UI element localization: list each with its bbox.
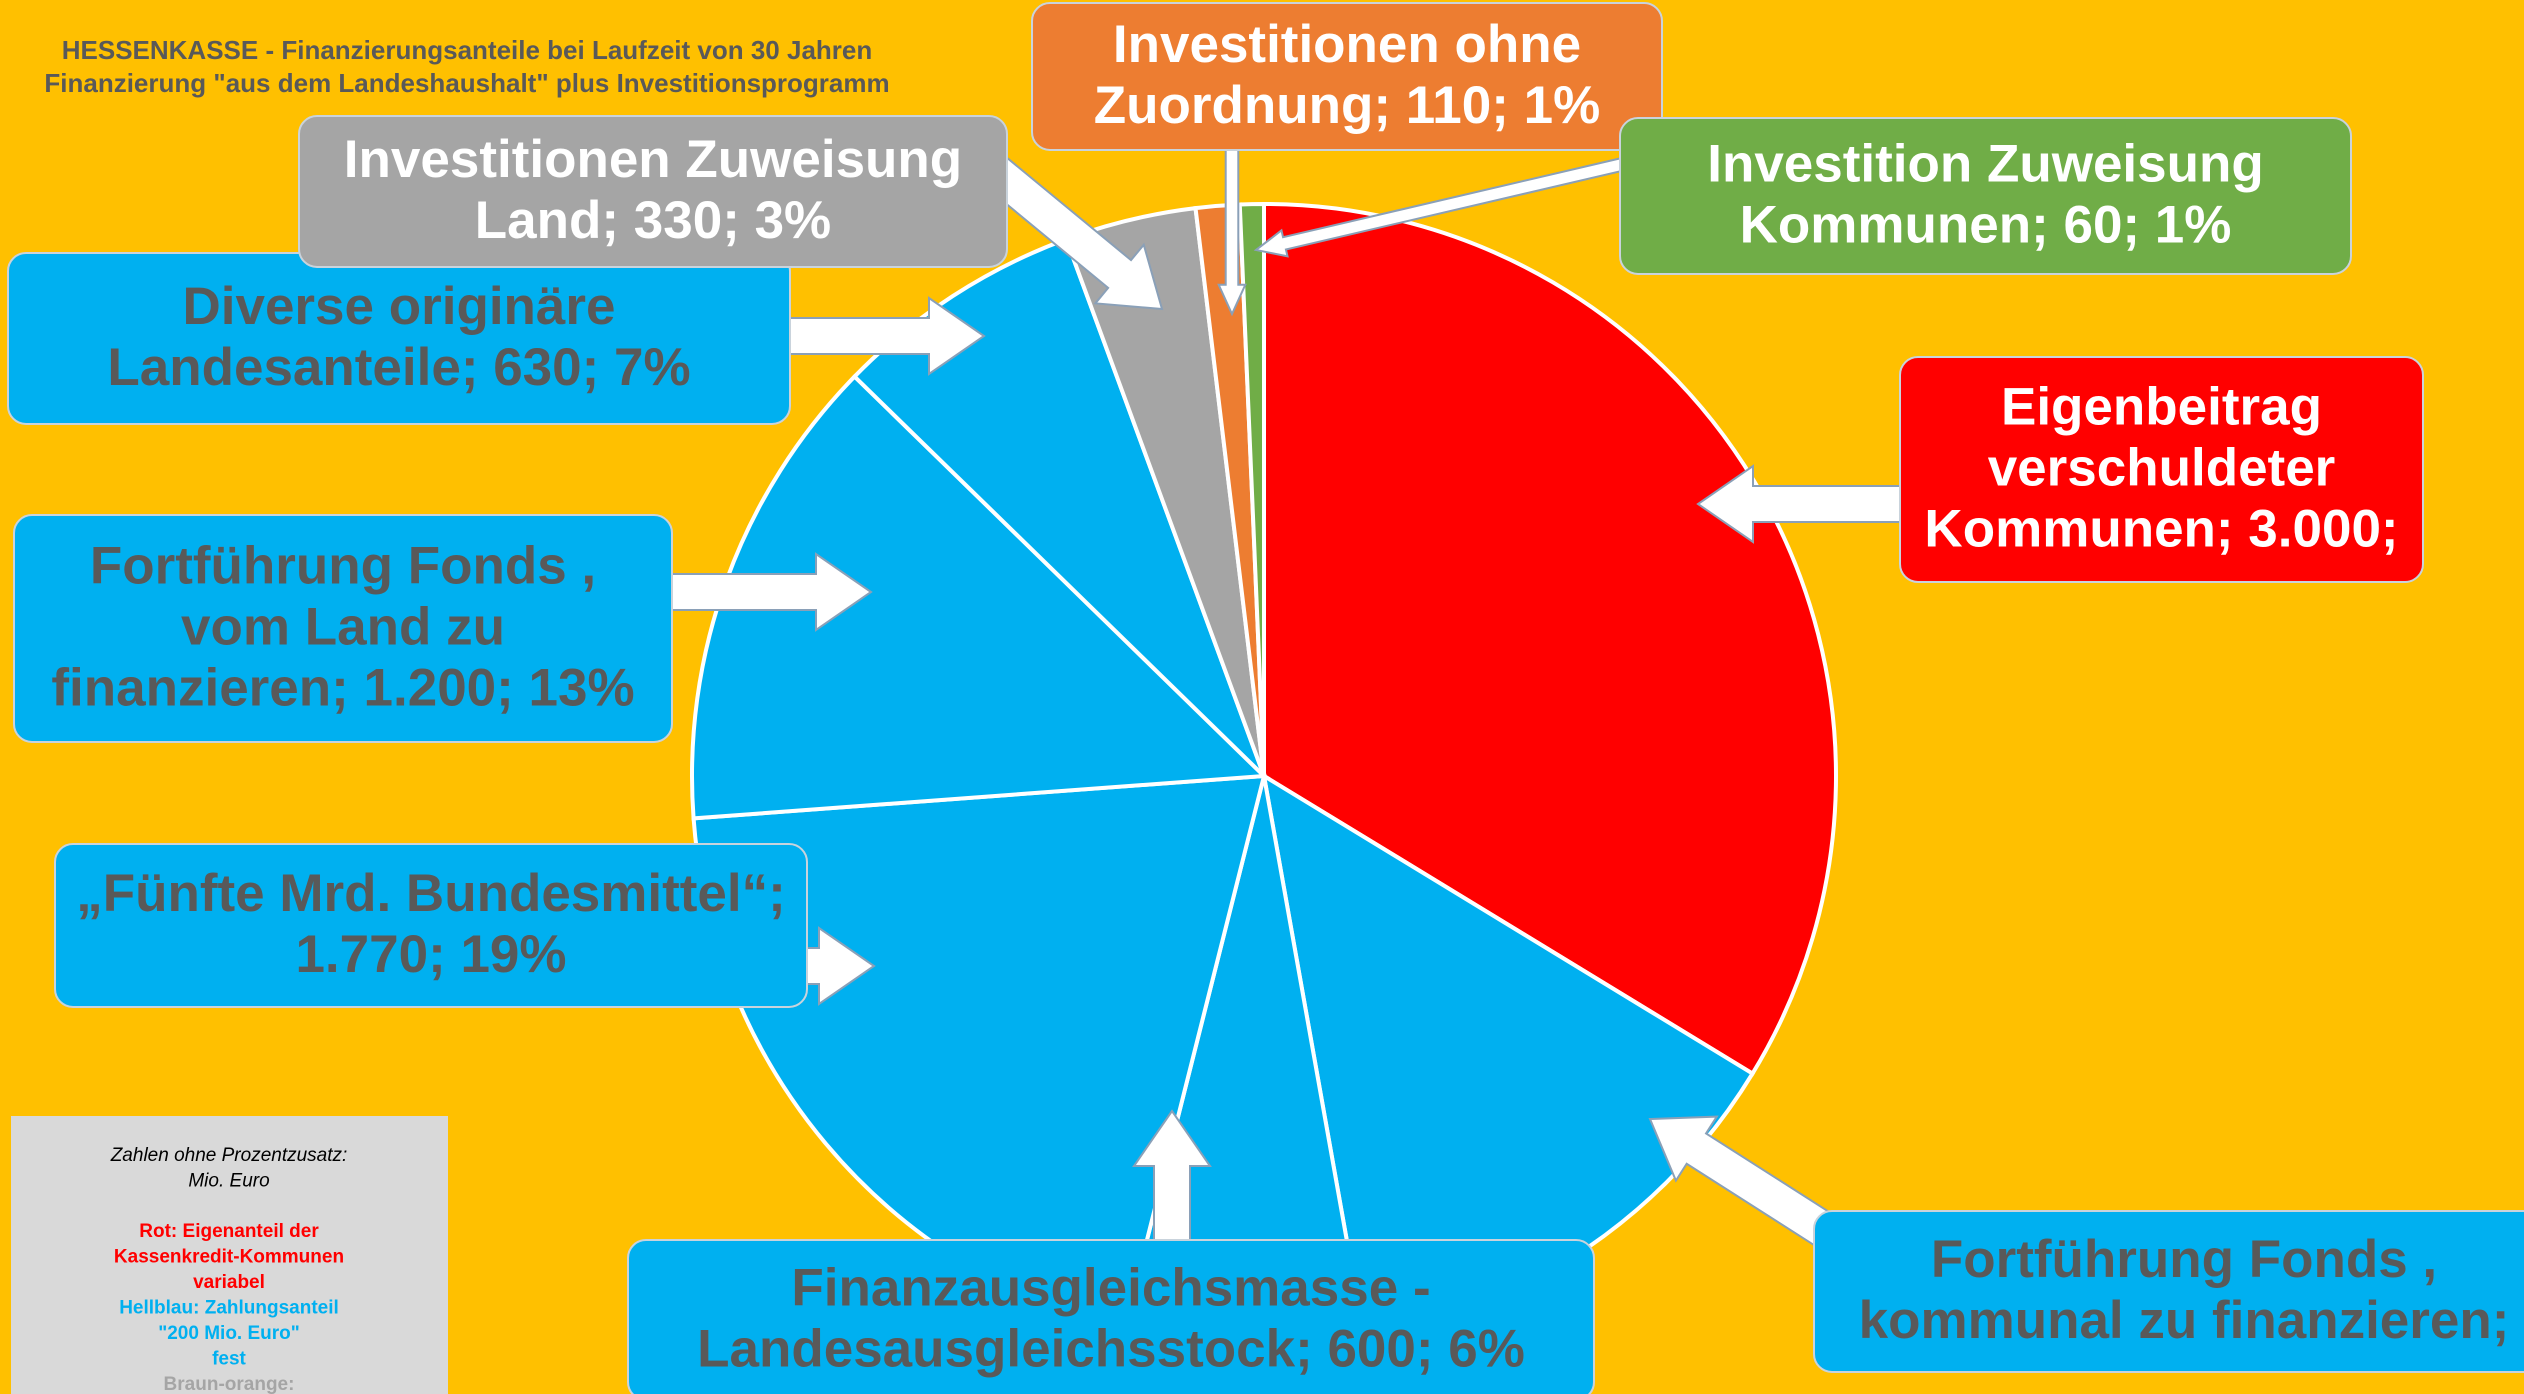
note-box bbox=[11, 1116, 448, 1394]
chart-title: Finanzierung "aus dem Landeshaushalt" pl… bbox=[44, 68, 889, 98]
data-label: finanzieren; 1.200; 13% bbox=[51, 659, 634, 718]
note-text: Zahlen ohne Prozentzusatz: bbox=[110, 1145, 348, 1166]
data-label: Kommunen; 60; 1% bbox=[1740, 196, 2232, 255]
label-box bbox=[1813, 1210, 2524, 1373]
arrow bbox=[662, 552, 873, 632]
data-label: Land; 330; 3% bbox=[475, 191, 831, 250]
note-text: Kassenkredit-Kommunen bbox=[114, 1247, 344, 1268]
title: HESSENKASSE - Finanzierungsanteile bei L… bbox=[44, 35, 889, 98]
data-label: Investition Zuweisung bbox=[1707, 135, 2264, 194]
data-label: Landesausgleichsstock; 600; 6% bbox=[697, 1320, 1525, 1379]
data-label: Kommunen; 3.000; bbox=[1924, 500, 2398, 559]
label-box bbox=[1031, 2, 1663, 151]
label-box bbox=[1619, 117, 2352, 275]
data-label: Finanzausgleichsmasse - bbox=[791, 1259, 1430, 1318]
data-label: Diverse originäre bbox=[182, 277, 615, 336]
chart-title: HESSENKASSE - Finanzierungsanteile bei L… bbox=[62, 35, 873, 65]
label-box bbox=[13, 514, 673, 743]
arrow bbox=[1217, 147, 1247, 317]
note-text: Mio. Euro bbox=[188, 1171, 269, 1192]
note-text: "200 Mio. Euro" bbox=[158, 1323, 300, 1344]
data-label: vom Land zu bbox=[181, 598, 505, 657]
data-label: Fortführung Fonds , bbox=[90, 537, 596, 596]
label-box bbox=[627, 1239, 1595, 1394]
label-box bbox=[1899, 356, 2424, 583]
arrow bbox=[972, 147, 1164, 311]
arrow bbox=[1648, 1115, 1839, 1249]
arrow bbox=[772, 296, 986, 376]
data-label: kommunal zu finanzieren; bbox=[1859, 1291, 2510, 1350]
data-label: Eigenbeitrag bbox=[2001, 378, 2322, 437]
data-label: Zuordnung; 110; 1% bbox=[1094, 76, 1600, 135]
pie-slice bbox=[851, 236, 1266, 778]
label-box bbox=[54, 843, 808, 1008]
note-text: fest bbox=[212, 1349, 246, 1370]
note-text: Braun-orange: bbox=[164, 1374, 295, 1394]
label-box bbox=[298, 115, 1008, 268]
note-text: variabel bbox=[193, 1272, 265, 1293]
arrow bbox=[1253, 148, 1661, 258]
arrows bbox=[662, 147, 1941, 1249]
data-label: Fortführung Fonds , bbox=[1931, 1230, 2437, 1289]
pie-slice bbox=[1237, 201, 1266, 777]
data-label: Investitionen ohne bbox=[1113, 15, 1581, 74]
notes: Zahlen ohne Prozentzusatz: Mio. Euro Rot: … bbox=[110, 1145, 348, 1394]
pie bbox=[690, 201, 1838, 1350]
data-label: 1.770; 19% bbox=[295, 925, 566, 984]
data-label: „Fünfte Mrd. Bundesmittel“; bbox=[76, 864, 786, 923]
data-label: Investitionen Zuweisung bbox=[344, 130, 962, 189]
arrow bbox=[1132, 1109, 1212, 1249]
note-text: Rot: Eigenanteil der bbox=[139, 1221, 319, 1242]
data-label: Landesanteile; 630; 7% bbox=[107, 338, 690, 397]
note-text: Hellblau: Zahlungsanteil bbox=[119, 1298, 339, 1319]
data-label: verschuldeter bbox=[1988, 439, 2336, 498]
